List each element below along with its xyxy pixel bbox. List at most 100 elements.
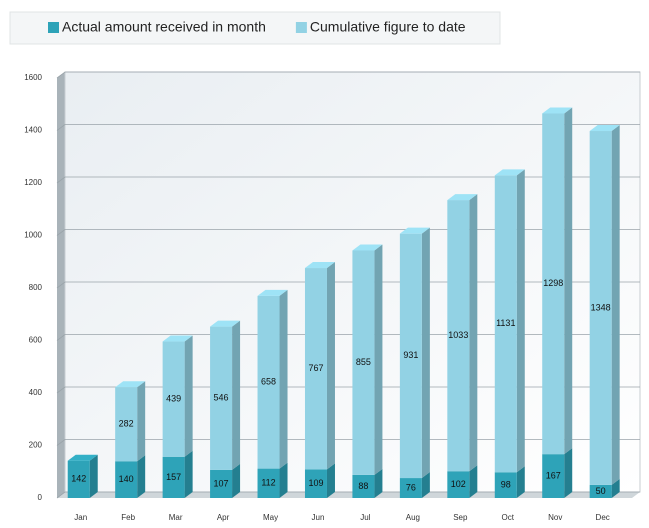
bar [304, 469, 327, 498]
bar-side [516, 466, 525, 498]
bar-side [611, 125, 620, 485]
value-label: 157 [166, 472, 181, 482]
grid-line [56, 176, 640, 184]
bar [67, 460, 90, 498]
bar-top [257, 289, 288, 296]
bar-side [564, 107, 573, 455]
bar [210, 326, 233, 470]
bar-side [184, 335, 193, 457]
bar-side [469, 465, 478, 498]
value-label: 767 [308, 363, 323, 373]
bar-side [89, 454, 98, 498]
bar-side [611, 478, 620, 498]
bar [447, 471, 470, 498]
legend-swatch [48, 22, 59, 33]
bar-top [589, 125, 620, 132]
bar [115, 461, 138, 498]
bar-top [210, 320, 241, 327]
x-tick-label: Oct [502, 513, 515, 522]
bar [352, 250, 375, 475]
value-label: 142 [71, 474, 86, 484]
bar-side [184, 450, 193, 498]
bar-side [232, 320, 241, 470]
bar [447, 200, 470, 472]
value-label: 167 [546, 470, 561, 480]
value-label: 107 [214, 478, 229, 488]
bar-side [421, 227, 430, 479]
bar [542, 454, 565, 498]
value-label: 98 [501, 480, 511, 490]
x-tick-label: Jun [312, 513, 325, 522]
bar-side [279, 289, 288, 469]
y-tick-label: 200 [29, 441, 43, 450]
bar [542, 113, 565, 455]
legend-box [9, 11, 501, 45]
value-label: 439 [166, 394, 181, 404]
y-tick-label: 400 [29, 388, 43, 397]
value-label: 931 [403, 350, 418, 360]
bar-side [137, 455, 146, 498]
value-label: 88 [358, 481, 368, 491]
bar-top [67, 454, 98, 461]
bar-side [469, 194, 478, 472]
bar-top [542, 107, 573, 114]
grid-line [56, 71, 640, 79]
bar-top [352, 244, 383, 251]
bar-top [304, 262, 335, 269]
y-tick-label: 1200 [24, 178, 42, 187]
legend-label: Cumulative figure to date [310, 19, 466, 35]
bar [257, 295, 280, 469]
y-tick-label: 1000 [24, 231, 42, 240]
bar [494, 175, 517, 473]
bar-top [115, 381, 146, 388]
value-label: 1131 [496, 318, 515, 328]
y-tick-label: 0 [38, 493, 43, 502]
y-tick-label: 600 [29, 336, 43, 345]
bar-top [162, 335, 193, 342]
value-label: 658 [261, 377, 276, 387]
bar [304, 268, 327, 470]
value-label: 1348 [591, 302, 611, 312]
value-label: 282 [119, 419, 134, 429]
bar [257, 468, 280, 498]
x-tick-label: May [263, 513, 278, 522]
value-label: 102 [451, 479, 466, 489]
bar [399, 478, 422, 498]
bar [210, 469, 233, 498]
bar [352, 474, 375, 498]
bar-top [399, 227, 430, 234]
value-label: 112 [261, 478, 275, 488]
legend-swatch [295, 22, 307, 33]
value-label: 76 [406, 482, 416, 492]
bar [494, 472, 517, 498]
bar-side [326, 463, 335, 498]
x-tick-label: Mar [169, 513, 183, 522]
x-tick-label: Dec [596, 513, 610, 522]
bar-side [516, 169, 525, 473]
bar [162, 341, 185, 457]
value-label: 109 [308, 478, 323, 488]
x-tick-label: Nov [548, 513, 562, 522]
bar-side [374, 244, 383, 475]
bar-side [374, 468, 383, 498]
y-tick-label: 800 [29, 283, 43, 292]
bar [399, 233, 422, 479]
bar-side [279, 462, 288, 498]
x-tick-label: Apr [217, 513, 230, 522]
floor [57, 492, 640, 498]
bar [589, 484, 612, 498]
bar [115, 387, 138, 462]
x-tick-label: Feb [121, 513, 135, 522]
bar-side [421, 472, 430, 498]
bar-side [564, 448, 573, 498]
value-label: 1033 [448, 330, 468, 340]
bar-side [326, 262, 335, 470]
bar [162, 456, 185, 498]
value-label: 855 [356, 357, 371, 367]
x-tick-label: Sep [453, 513, 468, 522]
x-tick-label: Jan [74, 513, 87, 522]
bar [589, 131, 612, 485]
x-tick-label: Jul [360, 513, 370, 522]
bar-top [494, 169, 525, 176]
legend-label: Actual amount received in month [62, 19, 266, 35]
